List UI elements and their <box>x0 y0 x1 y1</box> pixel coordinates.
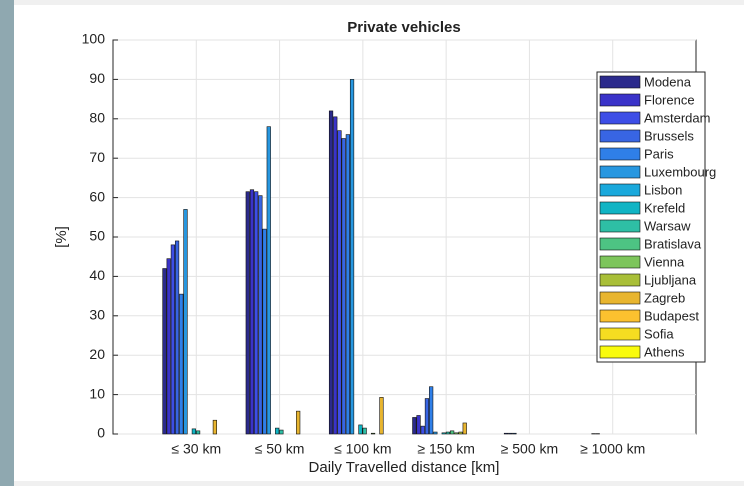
legend-label: Brussels <box>644 128 694 143</box>
legend-label: Ljubljana <box>644 272 697 287</box>
bar <box>379 397 384 435</box>
legend-swatch <box>599 345 641 359</box>
bar <box>450 430 455 435</box>
x-tick-label: ≤ 50 km <box>255 441 305 457</box>
legend-label: Bratislava <box>644 236 702 251</box>
bar <box>512 432 517 435</box>
bar <box>441 432 446 435</box>
legend-swatch <box>599 309 641 323</box>
legend-label: Luxembourg <box>644 164 716 179</box>
bar <box>337 130 342 435</box>
bar <box>333 116 338 435</box>
bar <box>328 110 334 435</box>
bar <box>358 424 363 435</box>
bar <box>345 134 350 435</box>
bar <box>416 415 421 435</box>
bar <box>462 422 467 435</box>
legend-label: Krefeld <box>644 200 685 215</box>
bar <box>279 429 284 435</box>
legend-label: Paris <box>644 146 674 161</box>
legend-swatch <box>599 75 641 89</box>
legend-label: Vienna <box>644 254 685 269</box>
x-tick-label: ≤ 100 km <box>334 441 391 457</box>
bar <box>162 268 167 435</box>
y-tick-label: 70 <box>89 149 105 165</box>
legend-label: Amsterdam <box>644 110 710 125</box>
x-tick-label: ≥ 1000 km <box>580 441 645 457</box>
chart-title: Private vehicles <box>347 19 460 36</box>
legend-label: Modena <box>644 74 692 89</box>
bar <box>266 126 271 435</box>
bar <box>349 79 355 435</box>
bar <box>258 195 263 435</box>
legend-swatch <box>599 165 641 179</box>
x-tick-label: ≥ 500 km <box>501 441 558 457</box>
legend-swatch <box>599 93 641 107</box>
bar <box>191 428 196 435</box>
legend-swatch <box>599 273 641 287</box>
legend-swatch <box>599 291 641 305</box>
legend-label: Lisbon <box>644 182 682 197</box>
bar <box>174 240 180 435</box>
y-tick-label: 90 <box>89 70 105 86</box>
bar <box>458 431 463 435</box>
bar <box>412 417 417 435</box>
y-tick-label: 80 <box>89 110 105 126</box>
bar <box>296 410 301 435</box>
legend-swatch <box>599 147 641 161</box>
bar <box>433 431 438 435</box>
bar <box>424 398 430 435</box>
legend-label: Florence <box>644 92 695 107</box>
bar <box>254 191 259 435</box>
legend-swatch <box>599 183 641 197</box>
bar <box>212 419 217 435</box>
legend-label: Zagreb <box>644 290 685 305</box>
bar <box>262 228 267 435</box>
bar <box>341 138 346 435</box>
legend-swatch <box>599 327 641 341</box>
legend-swatch <box>599 219 641 233</box>
y-axis-label: [%] <box>53 226 70 248</box>
y-tick-label: 30 <box>89 307 105 323</box>
x-tick-label: ≥ 150 km <box>417 441 474 457</box>
y-tick-label: 0 <box>97 425 105 441</box>
bar <box>508 432 513 435</box>
bar <box>195 430 201 435</box>
y-tick-label: 60 <box>89 188 105 204</box>
bar <box>454 432 459 435</box>
bar <box>420 425 425 435</box>
bar <box>275 427 280 435</box>
y-tick-label: 10 <box>89 385 105 401</box>
bar <box>249 189 255 435</box>
bar <box>445 431 451 435</box>
legend-swatch <box>599 237 641 251</box>
bar <box>503 432 509 435</box>
x-tick-label: ≤ 30 km <box>171 441 221 457</box>
y-tick-label: 40 <box>89 267 105 283</box>
x-axis-label: Daily Travelled distance [km] <box>309 459 500 476</box>
legend-label: Athens <box>644 344 685 359</box>
y-tick-label: 50 <box>89 228 105 244</box>
bar <box>245 191 250 435</box>
legend-label: Sofia <box>644 326 674 341</box>
bar <box>429 386 434 435</box>
y-tick-label: 20 <box>89 346 105 362</box>
legend-swatch <box>599 129 641 143</box>
bar <box>170 244 175 435</box>
legend-label: Warsaw <box>644 218 691 233</box>
legend-swatch <box>599 201 641 215</box>
legend-swatch <box>599 255 641 269</box>
legend-label: Budapest <box>644 308 699 323</box>
bar <box>166 258 171 435</box>
bar <box>183 209 188 435</box>
y-tick-label: 100 <box>82 31 106 47</box>
legend-swatch <box>599 111 641 125</box>
window-edge <box>0 0 14 486</box>
bar <box>370 432 376 435</box>
bar <box>179 293 184 435</box>
bar <box>362 427 367 435</box>
